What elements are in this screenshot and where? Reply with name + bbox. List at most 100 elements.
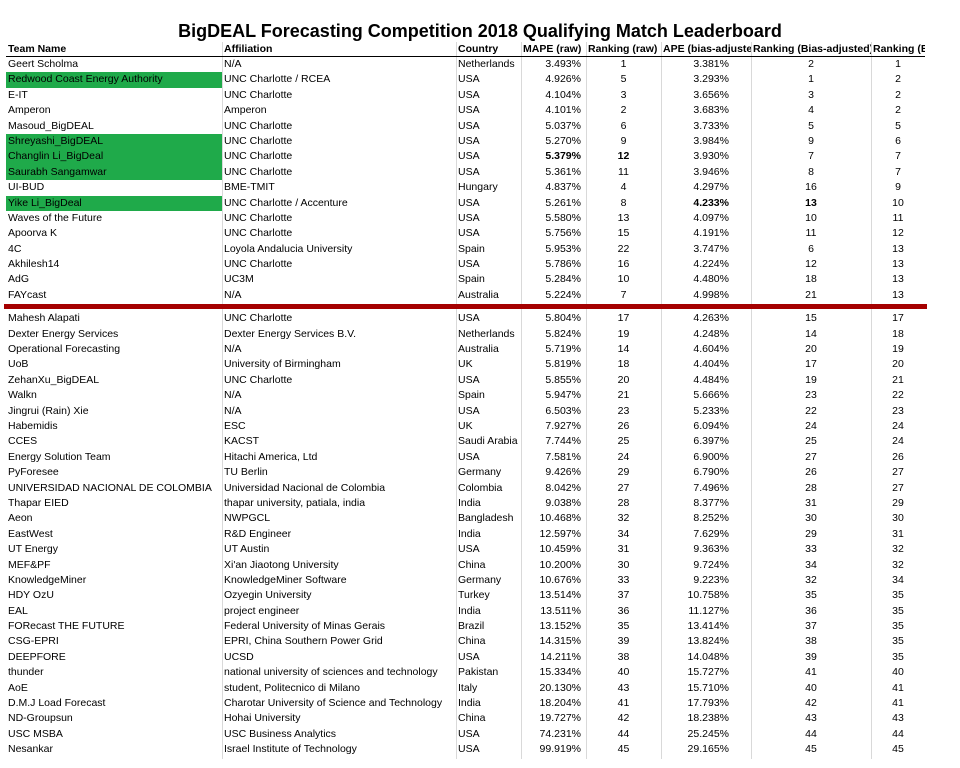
team-name-cell[interactable]: Thapar EIED [8,496,69,509]
country-cell[interactable]: Spain [458,389,485,402]
ape-bias-adjusted-cell[interactable]: 5.666% [693,389,729,402]
team-name-cell[interactable]: Redwood Coast Energy Authority [6,72,222,88]
ranking-raw-cell[interactable]: 31 [617,543,630,556]
table-row[interactable]: KnowledgeMiner KnowledgeMiner Software Ger… [6,573,925,588]
country-cell[interactable]: USA [458,650,480,663]
table-row[interactable]: HDY OzU Ozyegin University Turkey 13.514% 37… [6,588,925,603]
team-name-cell[interactable]: Masoud_BigDEAL [8,119,94,132]
ranking-bias-adjusted-cell[interactable]: 6 [808,242,814,255]
country-cell[interactable]: Hungary [458,181,498,194]
table-row[interactable]: MEF&PF Xi'an Jiaotong University China 10.2… [6,558,925,573]
ranking-both-cell[interactable]: 9 [895,181,901,194]
ranking-both-cell[interactable]: 5 [895,119,901,132]
team-name-cell[interactable]: AdG [8,273,30,286]
ape-bias-adjusted-cell[interactable]: 4.998% [693,288,729,301]
country-cell[interactable]: Spain [458,273,485,286]
ranking-both-cell[interactable]: 35 [892,635,904,648]
ape-bias-adjusted-cell[interactable]: 4.248% [693,327,729,340]
ranking-both-cell[interactable]: 44 [892,727,904,740]
team-name-cell[interactable]: Walkn [8,389,37,402]
country-cell[interactable]: UK [458,419,473,432]
affiliation-cell[interactable]: UNC Charlotte [224,258,293,271]
ranking-raw-cell[interactable]: 18 [617,358,630,371]
table-row[interactable]: E-IT UNC Charlotte USA 4.104% 3 3.656% 3 2 [6,88,925,103]
country-cell[interactable]: USA [458,88,480,101]
ranking-raw-cell[interactable]: 37 [617,589,630,602]
ape-bias-adjusted-cell[interactable]: 4.480% [693,273,729,286]
team-name-cell[interactable]: EAL [8,604,28,617]
mape-raw-cell[interactable]: 4.101% [545,104,581,117]
team-name-cell[interactable]: FAYcast [8,288,47,301]
affiliation-cell[interactable]: Hohai University [224,712,301,725]
team-name-cell[interactable]: Yike Li_BigDeal [6,195,222,211]
ranking-both-cell[interactable]: 29 [892,496,904,509]
ranking-bias-adjusted-cell[interactable]: 24 [805,419,817,432]
mape-raw-cell[interactable]: 13.152% [539,620,581,633]
ranking-both-cell[interactable]: 27 [892,466,904,479]
column-header-rank-raw[interactable]: Ranking (raw) [588,43,658,55]
ape-bias-adjusted-cell[interactable]: 25.245% [687,727,729,740]
ranking-raw-cell[interactable]: 25 [617,435,630,448]
affiliation-cell[interactable]: UNC Charlotte [224,373,293,386]
country-cell[interactable]: USA [458,150,480,163]
country-cell[interactable]: USA [458,134,480,147]
ranking-bias-adjusted-cell[interactable]: 35 [805,589,817,602]
column-header-team[interactable]: Team Name [8,43,67,55]
table-row[interactable]: Walkn N/A Spain 5.947% 21 5.666% 23 22 [6,388,925,403]
country-cell[interactable]: Germany [458,573,502,586]
team-name-cell[interactable]: CSG-EPRI [8,635,59,648]
ranking-both-cell[interactable]: 23 [892,404,904,417]
column-header-rank-bias[interactable]: Ranking (Bias-adjusted) [753,43,871,55]
team-name-cell[interactable]: 4C [8,242,22,255]
team-name-cell[interactable]: thunder [8,666,44,679]
team-name-cell[interactable]: USC MSBA [8,727,63,740]
affiliation-cell[interactable]: Amperon [224,104,267,117]
country-cell[interactable]: USA [458,196,480,209]
table-row[interactable]: FORecast THE FUTURE Federal University of… [6,619,925,634]
ranking-raw-cell[interactable]: 43 [617,681,630,694]
mape-raw-cell[interactable]: 14.211% [540,650,581,663]
mape-raw-cell[interactable]: 5.261% [545,196,581,209]
ranking-bias-adjusted-cell[interactable]: 10 [805,211,817,224]
ape-bias-adjusted-cell[interactable]: 17.793% [687,697,729,710]
country-cell[interactable]: USA [458,727,480,740]
affiliation-cell[interactable]: UNC Charlotte [224,227,293,240]
ape-bias-adjusted-cell[interactable]: 7.629% [693,527,729,540]
mape-raw-cell[interactable]: 5.819% [545,358,581,371]
table-row[interactable]: Changlin Li_BigDeal UNC Charlotte USA 5.379… [6,149,925,165]
ranking-bias-adjusted-cell[interactable]: 4 [808,104,814,117]
ranking-both-cell[interactable]: 12 [892,227,904,240]
ape-bias-adjusted-cell[interactable]: 4.097% [693,211,729,224]
ape-bias-adjusted-cell[interactable]: 6.900% [693,450,729,463]
ranking-raw-cell[interactable]: 33 [617,573,630,586]
affiliation-cell[interactable]: Israel Institute of Technology [224,743,357,756]
mape-raw-cell[interactable]: 5.756% [545,227,581,240]
team-name-cell[interactable]: EastWest [8,527,53,540]
table-row[interactable]: Saurabh Sangamwar UNC Charlotte USA 5.361% 1… [6,164,925,181]
table-row[interactable]: Nesankar Israel Institute of Technology US… [6,742,925,757]
affiliation-cell[interactable]: UNC Charlotte [224,150,293,163]
ranking-both-cell[interactable]: 19 [892,343,904,356]
team-name-cell[interactable]: UoB [8,358,29,371]
mape-raw-cell[interactable]: 4.837% [545,181,581,194]
ranking-both-cell[interactable]: 35 [892,604,904,617]
mape-raw-cell[interactable]: 18.204% [539,697,581,710]
table-row[interactable]: D.M.J Load Forecast Charotar University o… [6,696,925,711]
mape-raw-cell[interactable]: 10.459% [539,543,581,556]
ape-bias-adjusted-cell[interactable]: 3.930% [693,150,729,163]
affiliation-cell[interactable]: Charotar University of Science and Techn… [224,697,443,710]
mape-raw-cell[interactable]: 5.037% [545,119,581,132]
ranking-raw-cell[interactable]: 17 [617,312,630,325]
ranking-bias-adjusted-cell[interactable]: 5 [808,119,814,132]
ranking-raw-cell[interactable]: 16 [617,258,630,271]
mape-raw-cell[interactable]: 5.270% [545,134,581,147]
ranking-both-cell[interactable]: 32 [892,558,904,571]
country-cell[interactable]: USA [458,104,480,117]
country-cell[interactable]: USA [458,543,480,556]
ape-bias-adjusted-cell[interactable]: 4.263% [693,312,729,325]
ape-bias-adjusted-cell[interactable]: 4.297% [693,181,729,194]
mape-raw-cell[interactable]: 12.597% [539,527,581,540]
ranking-bias-adjusted-cell[interactable]: 1 [808,73,814,86]
ranking-bias-adjusted-cell[interactable]: 34 [805,558,817,571]
team-name-cell[interactable]: Jingrui (Rain) Xie [8,404,89,417]
